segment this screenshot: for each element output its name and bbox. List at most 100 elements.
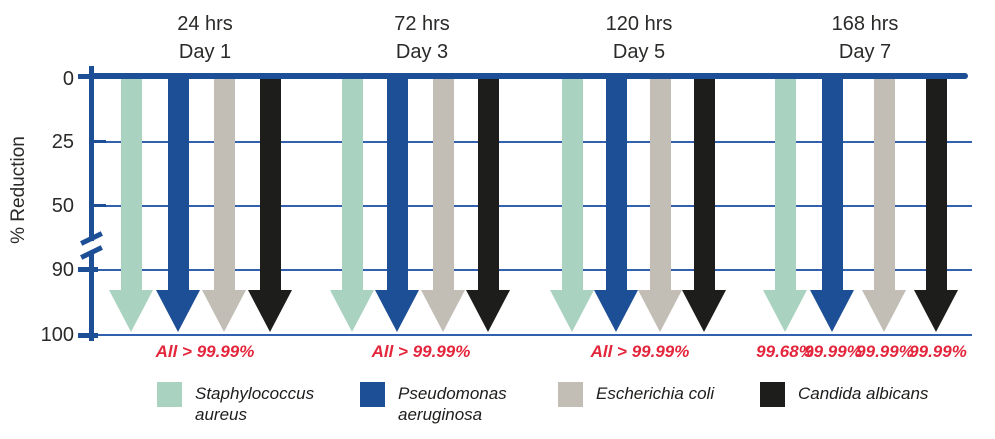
arrow-shaft xyxy=(925,79,947,290)
group-day: Day 7 xyxy=(838,41,892,63)
arrow-staphylococcus-168hrs xyxy=(763,79,807,332)
arrow-candida-168hrs xyxy=(914,79,958,332)
annotation-group1: All > 99.99% xyxy=(155,342,255,361)
legend-swatch-escherichia xyxy=(558,382,583,407)
y-tick-mark-50 xyxy=(94,204,106,207)
group-label-24hrs: 24 hrs Day 1 xyxy=(125,10,285,66)
group-label-120hrs: 120 hrs Day 5 xyxy=(559,10,719,66)
arrow-shaft xyxy=(605,79,627,290)
annotation-group4-ecoli: 99.99% xyxy=(856,342,914,361)
arrow-candida-120hrs xyxy=(682,79,726,332)
arrow-head-icon xyxy=(810,290,854,332)
annotation-group4-pseudo: 99.99% xyxy=(804,342,862,361)
legend-label-line1: Candida albicans xyxy=(798,384,929,403)
y-tick-mark-0 xyxy=(78,74,98,79)
legend-label-line1: Escherichia coli xyxy=(596,384,715,403)
arrow-head-icon xyxy=(638,290,682,332)
arrow-head-icon xyxy=(682,290,726,332)
legend-swatch-staphylococcus xyxy=(157,382,182,407)
legend-label: Candida albicans xyxy=(798,383,928,404)
arrow-shaft xyxy=(213,79,235,290)
legend-label: Pseudomonas aeruginosa xyxy=(398,383,507,425)
arrow-head-icon xyxy=(466,290,510,332)
arrow-shaft xyxy=(873,79,895,290)
group-hours: 168 hrs xyxy=(831,13,899,35)
arrow-shaft xyxy=(120,79,142,290)
arrow-pseudomonas-24hrs xyxy=(156,79,200,332)
arrow-escherichia-72hrs xyxy=(421,79,465,332)
group-hours: 120 hrs xyxy=(605,13,673,35)
arrow-shaft xyxy=(649,79,671,290)
arrow-escherichia-24hrs xyxy=(202,79,246,332)
arrow-head-icon xyxy=(914,290,958,332)
arrow-head-icon xyxy=(421,290,465,332)
legend-label-line2: aeruginosa xyxy=(398,405,483,424)
annotation-group4-candida: 99.99% xyxy=(909,342,967,361)
group-day: Day 5 xyxy=(612,41,666,63)
arrow-head-icon xyxy=(594,290,638,332)
y-tick-mark-25 xyxy=(94,140,106,143)
y-tick-mark-90 xyxy=(78,267,98,272)
gridline-90 xyxy=(94,269,972,271)
arrow-shaft xyxy=(432,79,454,290)
arrow-pseudomonas-120hrs xyxy=(594,79,638,332)
y-tick-mark-100 xyxy=(78,333,98,338)
legend-label-line1: Staphylococcus xyxy=(195,384,315,403)
legend-item-candida: Candida albicans xyxy=(760,382,928,407)
arrow-shaft xyxy=(167,79,189,290)
arrow-head-icon xyxy=(375,290,419,332)
arrow-shaft xyxy=(693,79,715,290)
group-hours: 72 hrs xyxy=(394,13,450,35)
annotation-group2: All > 99.99% xyxy=(371,342,471,361)
legend-item-staphylococcus: Staphylococcus aureus xyxy=(157,382,314,425)
y-tick-25: 25 xyxy=(51,131,74,153)
arrow-head-icon xyxy=(763,290,807,332)
group-day: Day 1 xyxy=(178,41,232,63)
legend-label-line2: aureus xyxy=(195,405,247,424)
x-axis-zero-line xyxy=(89,73,968,79)
y-tick-90: 90 xyxy=(51,259,74,281)
arrow-head-icon xyxy=(109,290,153,332)
arrow-staphylococcus-120hrs xyxy=(550,79,594,332)
arrow-escherichia-168hrs xyxy=(862,79,906,332)
arrow-head-icon xyxy=(550,290,594,332)
arrow-candida-24hrs xyxy=(248,79,292,332)
arrow-shaft xyxy=(259,79,281,290)
legend-label: Escherichia coli xyxy=(596,383,714,404)
y-axis-line xyxy=(89,66,94,341)
arrow-shaft xyxy=(561,79,583,290)
arrow-shaft xyxy=(341,79,363,290)
arrow-head-icon xyxy=(862,290,906,332)
group-hours: 24 hrs xyxy=(177,13,233,35)
arrow-staphylococcus-72hrs xyxy=(330,79,374,332)
arrow-pseudomonas-168hrs xyxy=(810,79,854,332)
arrow-shaft xyxy=(477,79,499,290)
legend-item-escherichia: Escherichia coli xyxy=(558,382,714,407)
arrow-shaft xyxy=(774,79,796,290)
arrow-head-icon xyxy=(156,290,200,332)
gridline-25 xyxy=(94,141,972,143)
arrow-escherichia-120hrs xyxy=(638,79,682,332)
arrow-candida-72hrs xyxy=(466,79,510,332)
group-label-168hrs: 168 hrs Day 7 xyxy=(785,10,945,66)
legend-label-line1: Pseudomonas xyxy=(398,384,507,403)
arrow-head-icon xyxy=(248,290,292,332)
legend-swatch-candida xyxy=(760,382,785,407)
arrow-pseudomonas-72hrs xyxy=(375,79,419,332)
arrow-shaft xyxy=(821,79,843,290)
legend-label: Staphylococcus aureus xyxy=(195,383,314,425)
arrow-shaft xyxy=(386,79,408,290)
arrow-head-icon xyxy=(330,290,374,332)
group-day: Day 3 xyxy=(395,41,449,63)
legend-swatch-pseudomonas xyxy=(360,382,385,407)
group-label-72hrs: 72 hrs Day 3 xyxy=(342,10,502,66)
arrow-head-icon xyxy=(202,290,246,332)
legend-item-pseudomonas: Pseudomonas aeruginosa xyxy=(360,382,507,425)
y-tick-50: 50 xyxy=(51,195,74,217)
baseline-100 xyxy=(94,334,972,336)
arrow-staphylococcus-24hrs xyxy=(109,79,153,332)
y-tick-100: 100 xyxy=(40,324,74,346)
y-tick-0: 0 xyxy=(62,68,74,90)
annotation-group4-staph: 99.68% xyxy=(756,342,814,361)
